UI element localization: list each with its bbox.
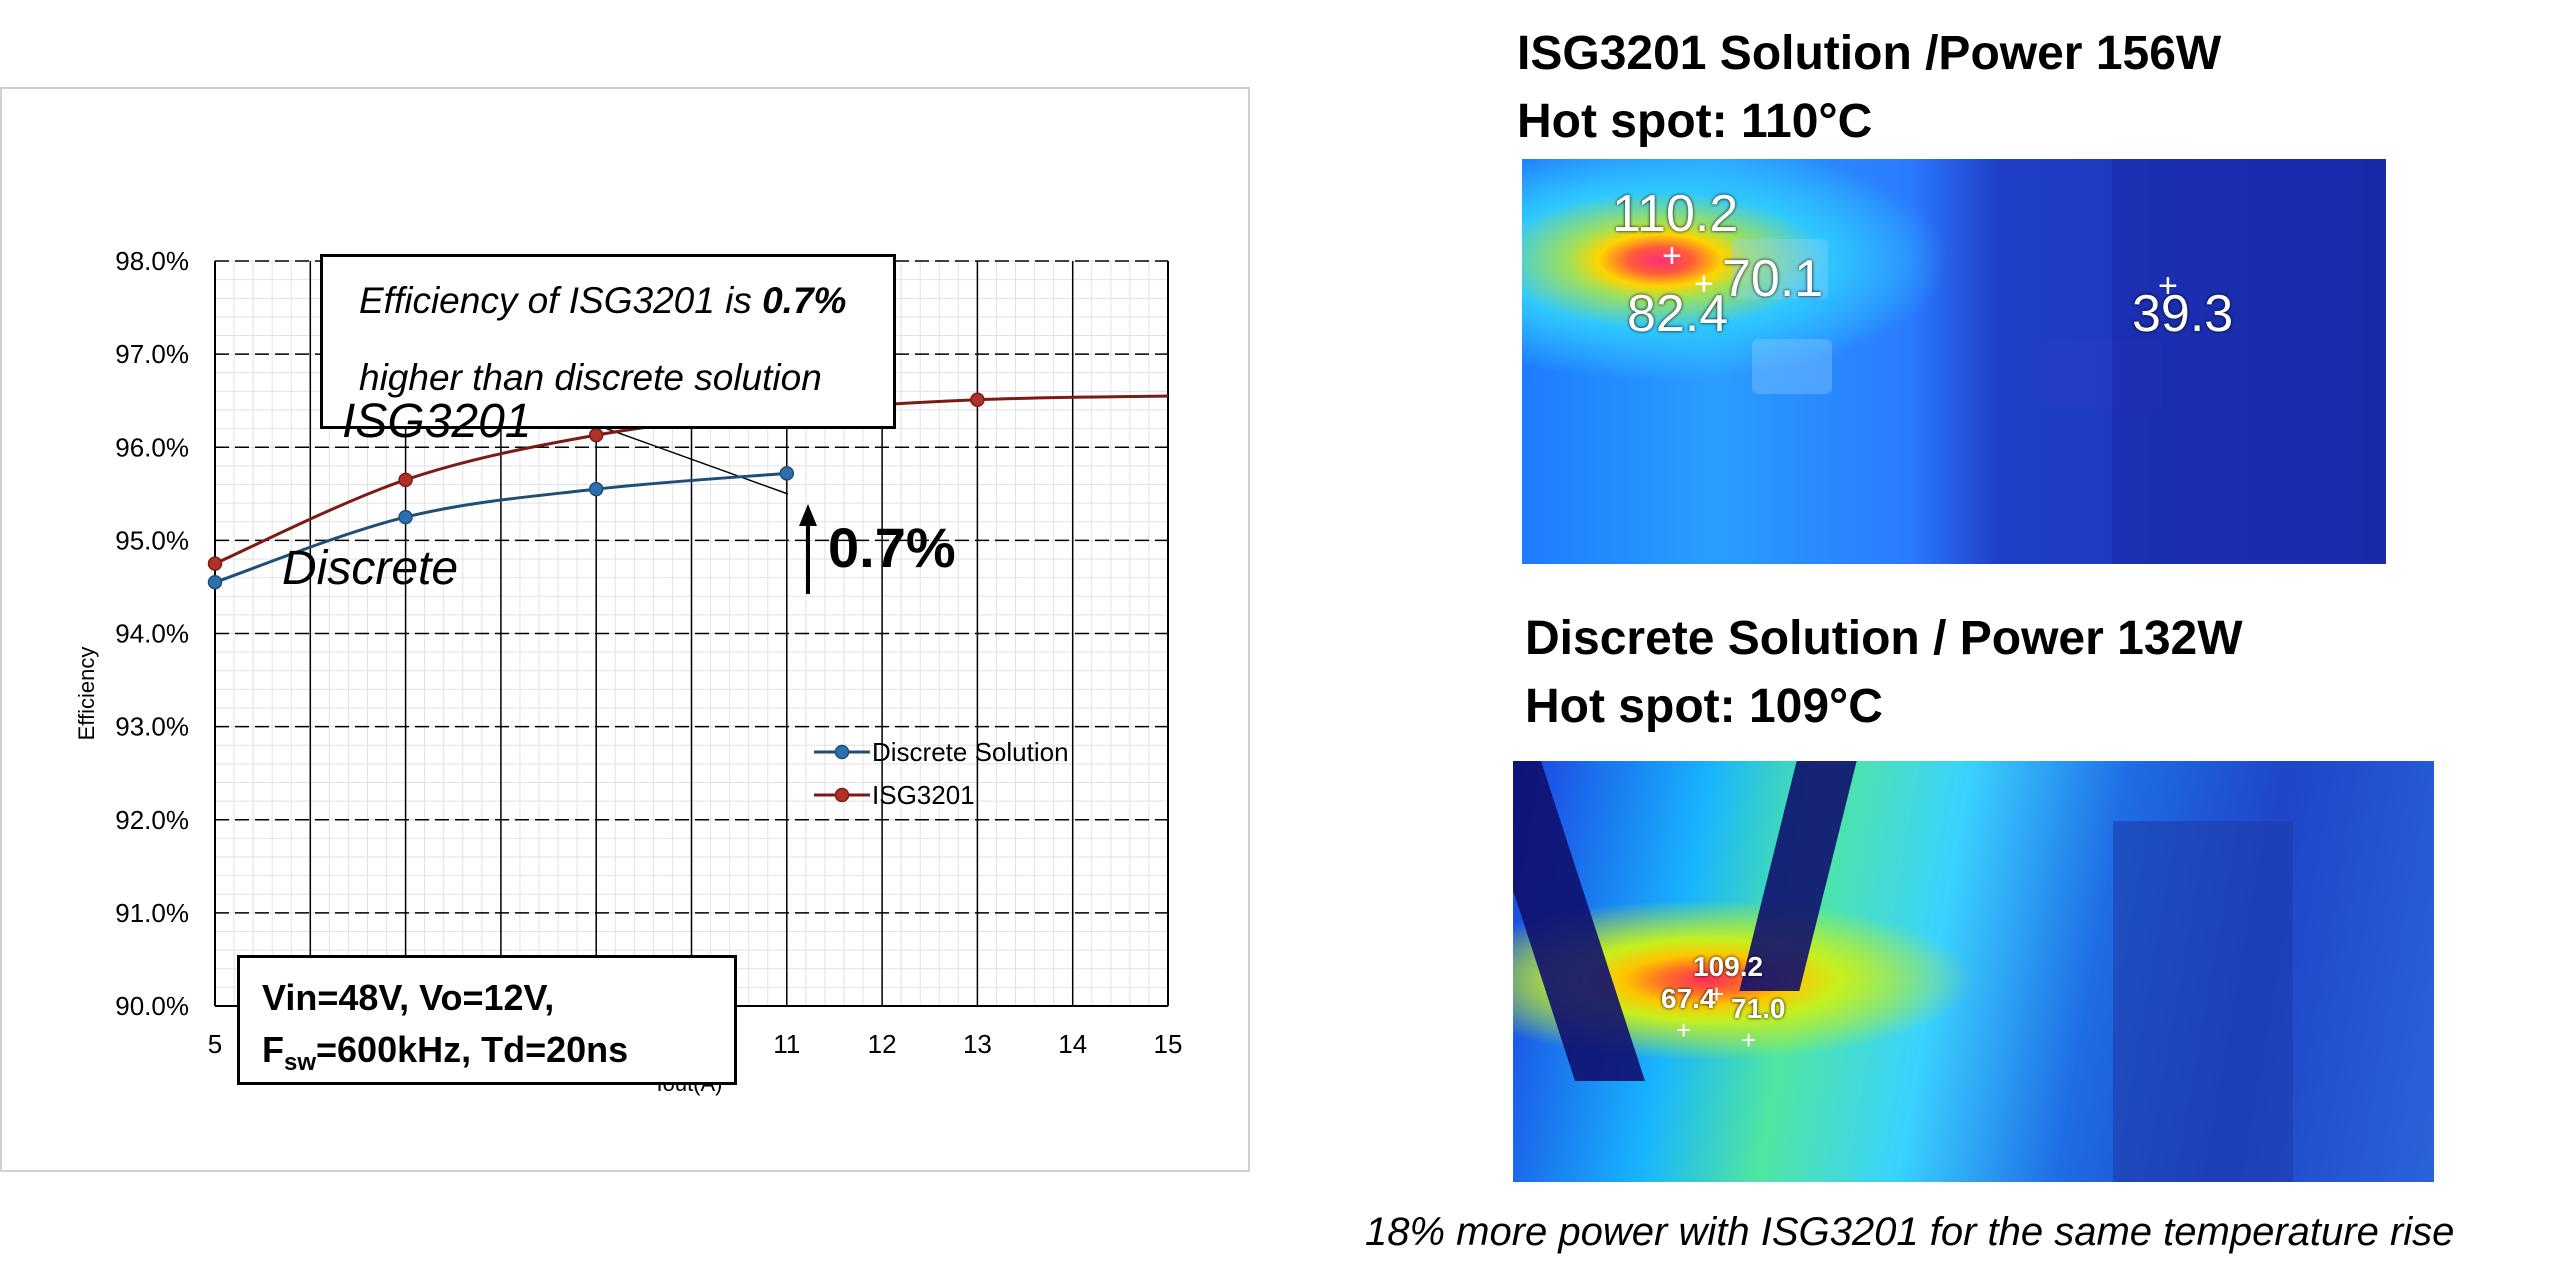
conditions-sub: sw (284, 1049, 317, 1077)
conditions-rest: =600kHz, Td=20ns (316, 1029, 629, 1070)
x-tick-label: 11 (773, 1029, 800, 1059)
callout-text: Efficiency of ISG3201 is (359, 280, 763, 321)
conditions-f: F (262, 1029, 284, 1070)
reading-1: 70.1 (1722, 250, 1824, 308)
crosshair-icon: + (1709, 979, 1725, 1009)
conditions-line-2: Fsw=600kHz, Td=20ns (262, 1024, 734, 1089)
gain-label: 0.7% (828, 516, 956, 579)
y-tick-label: 96.0% (115, 432, 189, 462)
x-tick-label: 14 (1058, 1029, 1087, 1059)
y-tick-label: 95.0% (115, 525, 189, 555)
thermal-component (1732, 239, 1828, 299)
data-point (207, 575, 223, 590)
thermal-shadow (2113, 821, 2293, 1182)
thermal-top-title-text: ISG3201 Solution /Power 156W (1517, 27, 2222, 80)
y-tick-label: 93.0% (115, 712, 189, 742)
thermal-shadow (2112, 159, 2386, 564)
data-point (398, 509, 413, 525)
thermal-top-hotspot: Hot spot: 110°C (1517, 95, 1873, 148)
data-point (588, 481, 604, 497)
data-point (398, 472, 413, 488)
thermal-bottom-hotspot: Hot spot: 109°C (1525, 680, 1883, 733)
y-tick-label: 98.0% (115, 246, 189, 276)
reading-hot: 110.2 (1612, 185, 1739, 243)
data-point (588, 427, 604, 443)
y-tick-label: 97.0% (115, 339, 189, 369)
y-tick-label: 91.0% (115, 898, 189, 928)
callout-line-2: higher than discrete solution (359, 357, 822, 398)
chart-panel: 5678910111213141590.0%91.0%92.0%93.0%94.… (0, 87, 1250, 1172)
y-tick-label: 94.0% (115, 619, 189, 649)
thermal-component (2042, 339, 2162, 409)
x-tick-label: 15 (1154, 1029, 1183, 1059)
efficiency-chart: 5678910111213141590.0%91.0%92.0%93.0%94.… (74, 246, 1183, 1096)
reading-2: 82.4 (1627, 285, 1729, 343)
y-tick-label: 90.0% (115, 991, 189, 1021)
thermal-bottom-title-text: Discrete Solution / Power 132W (1525, 612, 2243, 665)
y-axis-label: Efficiency (74, 647, 99, 741)
thermal-component (1752, 339, 1832, 394)
thermal-image-isg3201: 110.2 70.1 82.4 39.3 + + + (1522, 159, 2386, 564)
thermal-bottom-title: Discrete Solution / Power 132W Hot spot:… (1525, 605, 2243, 741)
crosshair-icon: + (1694, 265, 1714, 303)
callout-line-1: Efficiency of ISG3201 is 0.7% (359, 262, 893, 339)
series-line (214, 471, 787, 584)
crosshair-icon: + (2158, 267, 2178, 305)
gain-arrow-head (799, 504, 817, 526)
label-isg3201: ISG3201 (342, 395, 532, 448)
callout-leader (601, 426, 789, 495)
legend-label: Discrete Solution (872, 737, 1069, 767)
label-discrete: Discrete (282, 542, 459, 595)
legend-marker (834, 787, 850, 803)
data-point (207, 556, 223, 571)
callout-value: 0.7% (762, 280, 847, 321)
y-tick-label: 92.0% (115, 805, 189, 835)
legend-marker (834, 744, 850, 760)
thermal-image-discrete: 109.2 67.4 71.0 + + + (1513, 761, 2434, 1182)
thermal-top-title: ISG3201 Solution /Power 156W Hot spot: 1… (1517, 20, 2221, 156)
x-tick-label: 12 (868, 1029, 897, 1059)
data-point (970, 392, 985, 408)
crosshair-icon: + (1741, 1025, 1757, 1055)
conditions-line-1: Vin=48V, Vo=12V, (262, 977, 555, 1018)
reading-2: 71.0 (1731, 993, 1786, 1024)
reading-1: 67.4 (1661, 983, 1716, 1014)
conditions-box: Vin=48V, Vo=12V, Fsw=600kHz, Td=20ns (237, 955, 737, 1085)
crosshair-icon: + (1662, 237, 1682, 275)
data-point (779, 466, 795, 481)
reading-3: 39.3 (2132, 285, 2234, 343)
crosshair-icon: + (1676, 1015, 1692, 1045)
x-tick-label: 13 (963, 1029, 992, 1059)
legend-label: ISG3201 (872, 780, 975, 810)
footer-caption: 18% more power with ISG3201 for the same… (1365, 1210, 2455, 1254)
probe-shadow (1513, 761, 1645, 1081)
x-tick-label: 5 (208, 1029, 222, 1059)
efficiency-callout: Efficiency of ISG3201 is 0.7% higher tha… (320, 254, 896, 429)
reading-hot: 109.2 (1693, 951, 1764, 982)
